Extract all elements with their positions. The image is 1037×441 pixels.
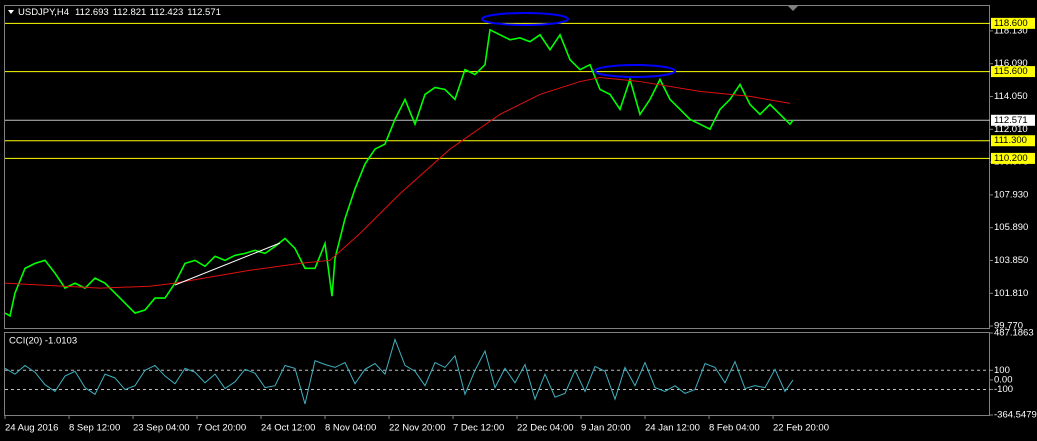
- level-label: 110.200: [994, 153, 1028, 164]
- menu-arrow[interactable]: [8, 10, 14, 14]
- level-label-box: [991, 66, 1035, 78]
- high-price: 112.821: [113, 7, 146, 18]
- trend-line[interactable]: [174, 242, 281, 286]
- chart-header: USDJPY,H4 112.693 112.821 112.423 112.571: [18, 7, 221, 18]
- y-tick-label: 118.130: [994, 25, 1028, 36]
- y-tick-label: 107.930: [994, 189, 1028, 200]
- current-price-box: [991, 114, 1035, 126]
- series-line: [4, 337, 794, 405]
- y-tick-label: 112.010: [994, 124, 1028, 135]
- y-tick-label: 487.1863: [994, 328, 1034, 339]
- plot-layer: 118.130116.090114.050112.010109.970107.9…: [4, 17, 1037, 434]
- y-tick-label: 0.00: [994, 374, 1013, 385]
- x-tick-label: 8 Nov 04:00: [325, 423, 376, 434]
- y-tick-label: 114.050: [994, 91, 1028, 102]
- x-tick-label: 9 Jan 20:00: [581, 423, 631, 434]
- x-tick-label: 7 Dec 12:00: [453, 423, 504, 434]
- y-tick-label: 100: [994, 365, 1010, 376]
- x-tick-label: 22 Dec 04:00: [517, 423, 574, 434]
- y-tick-label: -100: [994, 384, 1013, 395]
- y-tick-label: -364.5479: [994, 410, 1037, 421]
- top-ellipse[interactable]: [481, 12, 569, 26]
- series-line: [4, 77, 791, 289]
- level-label-box: [991, 135, 1035, 147]
- y-tick-label: 103.850: [994, 255, 1028, 266]
- x-tick-label: 8 Sep 12:00: [69, 423, 120, 434]
- level-label-box: [991, 17, 1035, 29]
- close-price: 112.571: [187, 7, 221, 18]
- level-label: 115.600: [994, 66, 1028, 77]
- level-label: 118.600: [994, 18, 1028, 29]
- main-panel-border: [4, 5, 990, 329]
- x-tick-label: 23 Sep 04:00: [133, 423, 190, 434]
- series-line: [4, 28, 794, 318]
- x-tick-label: 22 Feb 20:00: [773, 423, 829, 434]
- x-tick-label: 24 Aug 2016: [5, 423, 58, 434]
- y-tick-label: 101.810: [994, 288, 1028, 299]
- open-price: 112.693: [75, 7, 109, 18]
- x-tick-label: 7 Oct 20:00: [197, 423, 246, 434]
- low-price: 112.423: [150, 7, 184, 18]
- level-label-box: [991, 152, 1035, 164]
- x-tick-label: 24 Jan 12:00: [645, 423, 700, 434]
- x-tick-label: 22 Nov 20:00: [389, 423, 446, 434]
- shift-marker[interactable]: [788, 6, 798, 11]
- cci-title: CCI(20) -1.0103: [9, 336, 77, 347]
- x-tick-label: 8 Feb 04:00: [709, 423, 760, 434]
- current-price-label: 112.571: [994, 115, 1028, 126]
- x-tick-label: 24 Oct 12:00: [261, 423, 315, 434]
- shoulder-ellipse[interactable]: [594, 64, 676, 78]
- y-tick-label: 99.770: [994, 321, 1023, 332]
- y-tick-label: 105.890: [994, 222, 1028, 233]
- symbol: USDJPY,H4: [18, 7, 69, 18]
- level-label: 111.300: [994, 135, 1027, 146]
- y-tick-label: 116.090: [994, 58, 1028, 69]
- cci-panel-border: [4, 332, 990, 416]
